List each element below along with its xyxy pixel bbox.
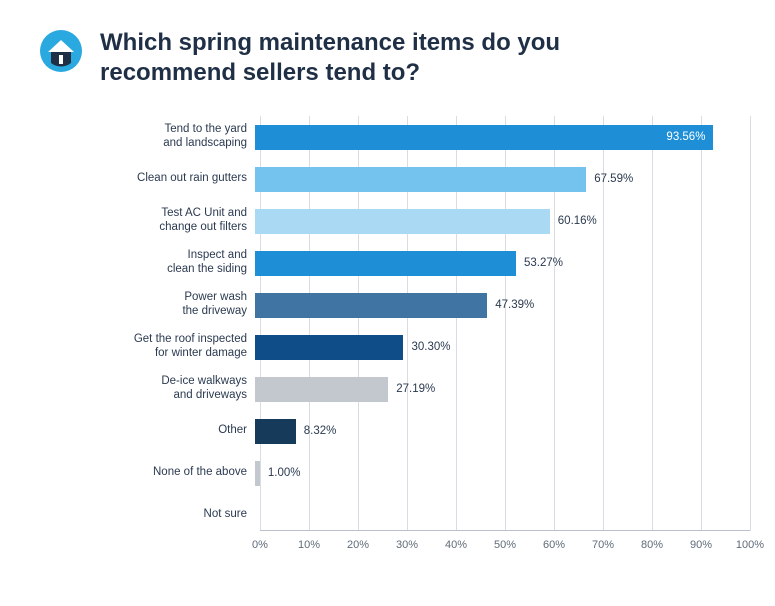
x-tick-label: 0% [252,539,268,551]
bar-row: Tend to the yardand landscaping 93.56% [110,122,750,152]
x-tick-label: 10% [298,539,320,551]
x-axis: 0%10%20%30%40%50%60%70%80%90%100% [260,531,750,566]
category-label: Clean out rain gutters [110,172,255,186]
category-label: Other [110,424,255,438]
bar-region: 30.30% [255,332,750,362]
value-label: 27.19% [396,383,435,395]
value-label: 47.39% [495,299,534,311]
header: Which spring maintenance items do you re… [40,28,735,88]
bar-row: Inspect andclean the siding 53.27% [110,248,750,278]
x-tick-label: 70% [592,539,614,551]
bar-region: 60.16% [255,206,750,236]
logo-icon [40,30,82,72]
x-tick-label: 30% [396,539,418,551]
bar-region: 8.32% [255,416,750,446]
category-label: De-ice walkwaysand driveways [110,375,255,403]
bar-region: 1.00% [255,458,750,488]
plot: Tend to the yardand landscaping 93.56% Cle… [110,116,750,566]
bar-row: Not sure [110,500,750,530]
chart-container: Which spring maintenance items do you re… [0,0,775,606]
bar-row: Power washthe driveway 47.39% [110,290,750,320]
value-label: 53.27% [524,257,563,269]
value-label: 60.16% [558,215,597,227]
category-label: Tend to the yardand landscaping [110,123,255,151]
bar-region: 27.19% [255,374,750,404]
bar [255,293,487,318]
value-label: 30.30% [411,341,450,353]
category-label: Test AC Unit andchange out filters [110,207,255,235]
chart-area: Tend to the yardand landscaping 93.56% Cle… [110,116,735,566]
category-label: Power washthe driveway [110,291,255,319]
chart-title: Which spring maintenance items do you re… [100,28,660,88]
bar [255,335,403,360]
bar [255,251,516,276]
value-label: 8.32% [304,425,337,437]
bar [255,209,550,234]
grid-line [750,116,751,531]
bar [255,377,388,402]
bar-region: 53.27% [255,248,750,278]
bars-region: Tend to the yardand landscaping 93.56% Cle… [110,122,750,531]
x-tick-label: 20% [347,539,369,551]
bar-row: Other 8.32% [110,416,750,446]
bar-row: Test AC Unit andchange out filters 60.16% [110,206,750,236]
x-tick-label: 50% [494,539,516,551]
x-tick-label: 80% [641,539,663,551]
bar [255,419,296,444]
x-tick-label: 40% [445,539,467,551]
bar-row: De-ice walkwaysand driveways 27.19% [110,374,750,404]
bar-row: Clean out rain gutters 67.59% [110,164,750,194]
category-label: Get the roof inspectedfor winter damage [110,333,255,361]
x-tick-label: 100% [736,539,764,551]
category-label: Inspect andclean the siding [110,249,255,277]
bar-region: 47.39% [255,290,750,320]
value-label: 67.59% [594,173,633,185]
category-label: Not sure [110,508,255,522]
bar [255,461,260,486]
value-label: 1.00% [268,467,301,479]
bar-region: 67.59% [255,164,750,194]
bar-row: Get the roof inspectedfor winter damage 3… [110,332,750,362]
bar: 93.56% [255,125,713,150]
bar-region: 93.56% [255,122,750,152]
bar [255,167,586,192]
x-tick-label: 90% [690,539,712,551]
x-tick-label: 60% [543,539,565,551]
value-label: 93.56% [666,131,705,143]
category-label: None of the above [110,466,255,480]
bar-region [255,500,750,530]
bar-row: None of the above 1.00% [110,458,750,488]
